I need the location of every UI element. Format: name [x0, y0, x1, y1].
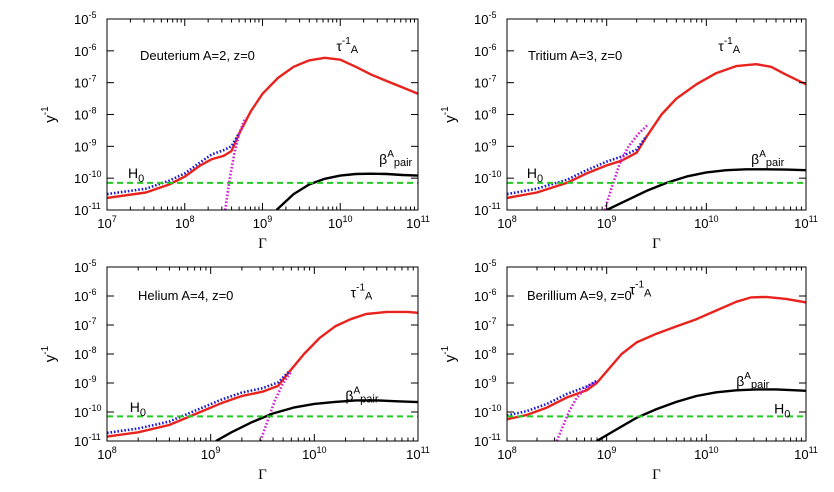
series-beta-line: [275, 172, 418, 210]
x-tick-label: 108: [497, 445, 516, 462]
y-tick-label: 10-11: [474, 201, 501, 218]
tau-label: τ-1A: [336, 36, 358, 56]
series-photo-line: [507, 379, 598, 417]
x-tick-label: 108: [175, 214, 194, 231]
x-axis-title: Γ: [258, 236, 267, 252]
y-tick-label: 10-7: [74, 316, 96, 333]
h0-label: H0: [527, 165, 543, 185]
y-tick-label: 10-5: [74, 258, 96, 275]
panel-title: Deuterium A=2, z=0: [140, 48, 255, 63]
y-tick-label: 10-5: [474, 10, 496, 27]
y-tick-label: 10-6: [474, 42, 496, 59]
beta-pair-label: βApair: [751, 149, 784, 169]
y-tick-label: 10-5: [74, 10, 96, 27]
x-tick-label: 109: [201, 445, 220, 462]
panel-title: Helium A=4, z=0: [138, 288, 233, 303]
series-photo-line: [507, 135, 648, 196]
series-group: [507, 63, 806, 210]
y-tick-label: 10-11: [74, 432, 101, 449]
panel-title: Berillium A=9, z=0: [527, 288, 632, 303]
x-tick-label: 1010: [694, 445, 718, 462]
panel-tritium: Tritium A=3, z=0 108 109 1010 1011 10-11 10-1…: [440, 10, 818, 252]
x-tick-label: 107: [97, 214, 116, 231]
x-axis-title: Γ: [652, 467, 661, 483]
y-tick-label: 10-6: [74, 287, 96, 304]
series-total-line: [107, 56, 418, 200]
x-tick-label: 1010: [302, 445, 326, 462]
x-tick-label: 109: [597, 214, 616, 231]
series-beta-line: [596, 388, 806, 441]
beta-pair-label: βApair: [345, 385, 378, 405]
y-tick-label: 10-11: [74, 201, 101, 218]
x-tick-label: 1011: [794, 214, 818, 231]
beta-pair-label: βApair: [736, 371, 769, 391]
tau-label: τ-1A: [718, 36, 740, 56]
y-tick-label: 10-8: [474, 106, 496, 123]
h0-label: H0: [130, 399, 146, 419]
y-tick-label: 10-5: [474, 258, 496, 275]
x-tick-label: 1010: [328, 214, 352, 231]
y-tick-label: 10-10: [74, 169, 101, 186]
series-total-line: [507, 63, 806, 200]
y-tick-label: 10-7: [474, 74, 496, 91]
x-tick-label: 108: [497, 214, 516, 231]
panel-deuterium: Deuterium A=2, z=0 107 108 109 1010 1011 10-1…: [40, 10, 430, 252]
y-tick-label: 10-6: [74, 42, 96, 59]
series-beta-line: [606, 168, 806, 210]
y-tick-label: 10-9: [474, 137, 496, 154]
y-tick-label: 10-8: [74, 345, 96, 362]
tau-label: τ-1A: [351, 282, 373, 302]
x-tick-label: 109: [597, 445, 616, 462]
series-cmb-line: [555, 380, 598, 441]
x-tick-label: 1010: [694, 214, 718, 231]
series-group: [107, 310, 418, 441]
y-tick-label: 10-9: [74, 374, 96, 391]
panel-helium: Helium A=4, z=0 108 109 1010 1011 10-11 10-10…: [40, 258, 430, 483]
tau-label: τ-1A: [630, 280, 652, 300]
panel-title: Tritium A=3, z=0: [528, 48, 622, 63]
series-group: [507, 295, 806, 441]
y-tick-label: 10-6: [474, 287, 496, 304]
y-tick-label: 10-11: [474, 432, 501, 449]
x-tick-label: 1011: [406, 445, 430, 462]
y-tick-label: 10-10: [474, 403, 501, 420]
y-axis-title: y-1: [440, 345, 459, 362]
x-axis-title: Γ: [652, 236, 661, 252]
y-tick-label: 10-10: [474, 169, 501, 186]
series-cmb-line: [223, 117, 247, 210]
series-photo-line: [107, 132, 241, 196]
h0-label: H0: [128, 165, 144, 185]
series-total-line: [507, 295, 806, 421]
panel-berillium: Berillium A=9, z=0 108 109 1010 1011 10-11 10…: [440, 258, 818, 483]
series-cmb-line: [259, 370, 293, 441]
series-beta-line: [215, 399, 418, 441]
y-tick-label: 10-7: [474, 316, 496, 333]
y-tick-label: 10-9: [474, 374, 496, 391]
h0-label: H0: [774, 400, 790, 420]
x-axis-title: Γ: [258, 467, 267, 483]
y-tick-label: 10-8: [474, 345, 496, 362]
x-tick-label: 1011: [406, 214, 430, 231]
x-tick-label: 108: [97, 445, 116, 462]
x-tick-label: 109: [253, 214, 272, 231]
series-group: [107, 56, 418, 210]
y-axis-title: y-1: [40, 106, 59, 123]
y-tick-label: 10-10: [74, 403, 101, 420]
y-tick-label: 10-8: [74, 106, 96, 123]
y-tick-label: 10-9: [74, 137, 96, 154]
y-axis-title: y-1: [440, 106, 459, 123]
y-tick-label: 10-7: [74, 74, 96, 91]
series-photo-line: [107, 371, 290, 435]
x-tick-label: 1011: [794, 445, 818, 462]
y-axis-title: y-1: [40, 345, 59, 362]
series-cmb-line: [603, 123, 650, 210]
beta-pair-label: βApair: [379, 149, 412, 169]
